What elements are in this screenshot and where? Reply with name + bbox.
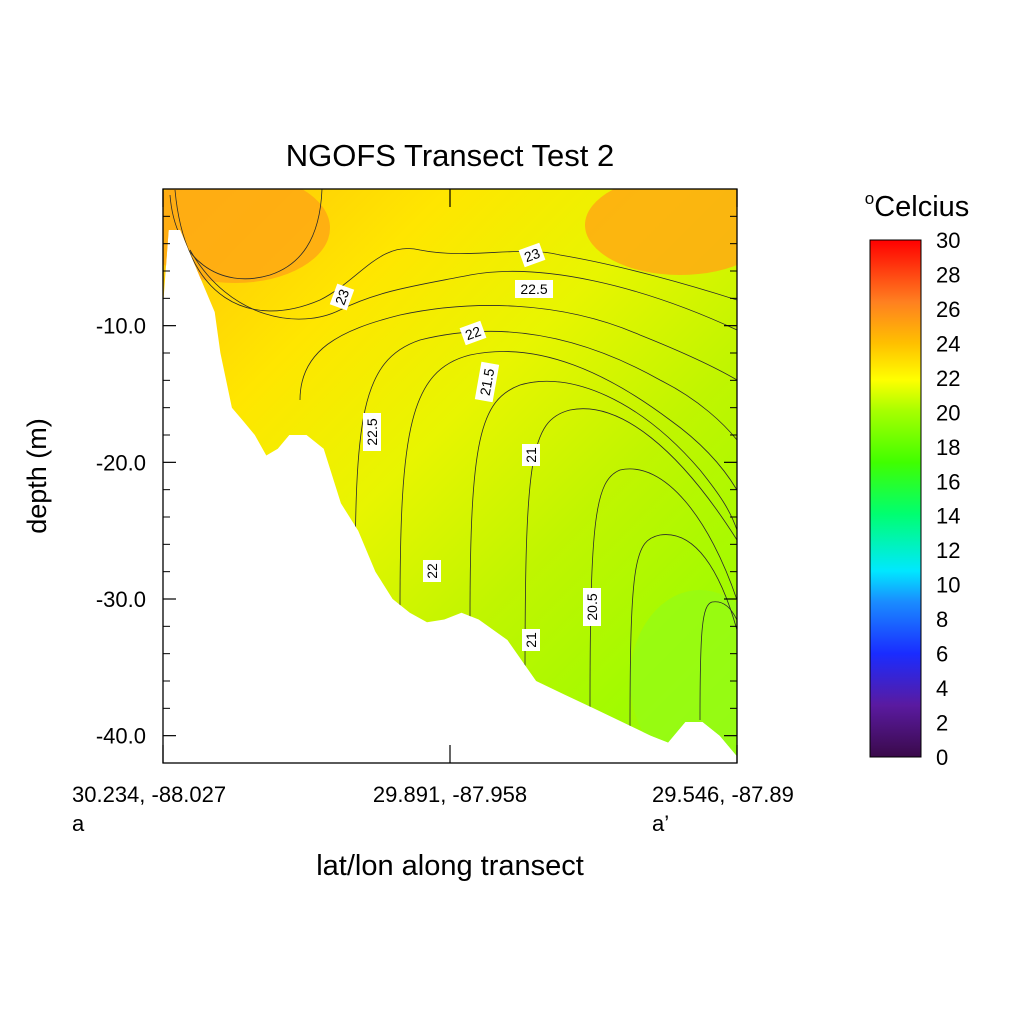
contour-label-bg	[522, 444, 540, 466]
contour-label: 23	[329, 283, 355, 311]
colorbar-tick-label: 16	[936, 469, 960, 494]
contour-label: 22.5	[515, 280, 553, 298]
contour-label-text: 22.5	[364, 418, 380, 445]
colorbar-tick-label: 22	[936, 366, 960, 391]
contour-label: 22.5	[363, 413, 381, 451]
contour-line	[174, 189, 737, 312]
contour-label-text: 23	[332, 287, 352, 307]
colorbar-title: oCelcius	[865, 189, 970, 223]
colorbar-tick-label: 12	[936, 538, 960, 563]
colorbar-tick-label: 4	[936, 676, 948, 701]
x-tick-labels: 30.234, -88.027 a 29.891, -87.958 29.546, -…	[72, 782, 794, 836]
contour-label-text: 22	[424, 563, 440, 579]
colorbar-title-text: Celcius	[874, 191, 969, 223]
x-tick-label: 29.891, -87.958	[373, 782, 527, 807]
contour-label-text: 23	[522, 245, 542, 265]
contour-label-text: 21	[523, 447, 539, 463]
contour-label-bg	[363, 413, 381, 451]
contour-label-bg	[583, 588, 601, 626]
colorbar-tick-label: 6	[936, 642, 948, 667]
contour-label: 21.5	[474, 361, 500, 403]
contour-label-bg	[423, 560, 441, 582]
colorbar-tick-label: 8	[936, 607, 948, 632]
axis-ticks	[162, 189, 738, 764]
x-tick-sublabel: a’	[652, 811, 669, 836]
contour-line	[524, 408, 737, 681]
y-axis-label: depth (m)	[22, 418, 52, 534]
y-tick-label: -30.0	[96, 587, 146, 612]
contour-label: 21	[522, 444, 540, 466]
contour-label: 20.5	[583, 588, 601, 626]
contour-line	[399, 351, 737, 611]
contour-label: 22	[423, 560, 441, 582]
contour-label-text: 22.5	[520, 281, 547, 297]
contour-line	[589, 468, 737, 711]
colorbar-tick-label: 20	[936, 400, 960, 425]
colorbar-tick-label: 10	[936, 573, 960, 598]
y-tick-label: -40.0	[96, 724, 146, 749]
colorbar-gradient	[869, 239, 922, 758]
x-tick-sublabel: a	[72, 811, 85, 836]
x-tick-label: 30.234, -88.027	[72, 782, 226, 807]
contour-labels: 23 23 22.5 22.5 22 22 21.5 21 21 20.5	[329, 242, 601, 651]
colorbar-tick-label: 30	[936, 228, 960, 253]
colorbar-title-sup: o	[865, 189, 874, 208]
contour-label-bg	[515, 280, 553, 298]
colorbar-tick-label: 2	[936, 711, 948, 736]
contour-label-bg	[474, 361, 500, 403]
contour-label-text: 21	[523, 632, 539, 648]
x-axis-label: lat/lon along transect	[316, 850, 584, 882]
x-tick-label: 29.546, -87.89	[652, 782, 794, 807]
contour-line	[299, 305, 737, 401]
chart-title: NGOFS Transect Test 2	[286, 138, 614, 173]
contour-line	[469, 380, 737, 621]
plot-area: 23 23 22.5 22.5 22 22 21.5 21 21 20.5	[162, 188, 738, 764]
y-tick-labels: -10.0 -20.0 -30.0 -40.0	[96, 314, 146, 749]
contour-line	[699, 601, 737, 721]
contour-line	[629, 534, 737, 731]
colorbar-tick-label: 26	[936, 297, 960, 322]
contour-label-text: 20.5	[584, 593, 600, 620]
colorbar-tick-label: 28	[936, 263, 960, 288]
contour-label-text: 21.5	[477, 367, 498, 397]
contour-label: 21	[522, 629, 540, 651]
colorbar-tick-label: 14	[936, 504, 960, 529]
contour-label: 23	[518, 242, 546, 268]
contour-label-bg	[459, 320, 487, 346]
y-tick-label: -10.0	[96, 314, 146, 339]
colorbar-tick-label: 0	[936, 745, 948, 770]
contour-label-bg	[518, 242, 546, 268]
contour-label-bg	[329, 283, 355, 311]
colorbar-tick-label: 18	[936, 435, 960, 460]
contour-label: 22	[459, 320, 487, 346]
y-tick-label: -20.0	[96, 450, 146, 475]
contour-line	[189, 249, 737, 331]
contour-label-text: 22	[463, 323, 483, 343]
colorbar-tick-label: 24	[936, 331, 960, 356]
contour-label-bg	[522, 629, 540, 651]
